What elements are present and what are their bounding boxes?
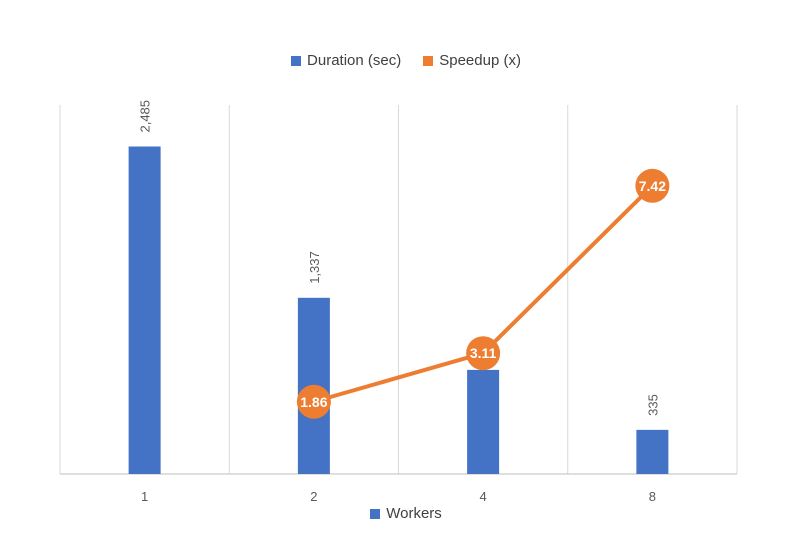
- x-axis-title: Workers: [0, 505, 812, 522]
- speedup-marker: [296, 384, 331, 419]
- duration-bar: [467, 369, 500, 474]
- chart-legend: Duration (sec) Speedup (x): [0, 52, 812, 69]
- legend-label-speedup: Speedup (x): [439, 52, 521, 69]
- legend-item-speedup: Speedup (x): [423, 52, 521, 69]
- speedup-marker: [466, 336, 501, 371]
- duration-bar: [636, 429, 669, 474]
- speedup-data-label: 3.11: [470, 345, 497, 361]
- duration-data-label: 335: [645, 394, 660, 416]
- legend-item-duration: Duration (sec): [291, 52, 401, 69]
- x-axis-title-text: Workers: [386, 505, 442, 522]
- duration-data-label: 2,485: [138, 100, 153, 133]
- speedup-marker: [635, 168, 670, 203]
- legend-swatch-speedup: [423, 55, 434, 66]
- speedup-data-label: 1.86: [300, 394, 327, 410]
- speedup-data-label: 7.42: [639, 178, 666, 194]
- duration-data-label: 1,337: [307, 251, 322, 284]
- x-tick-label: 2: [310, 489, 317, 504]
- x-tick-label: 8: [649, 489, 656, 504]
- legend-label-duration: Duration (sec): [307, 52, 402, 69]
- x-tick-label: 1: [141, 489, 148, 504]
- duration-bar: [128, 146, 161, 474]
- x-tick-label: 4: [480, 489, 487, 504]
- legend-swatch-duration: [291, 55, 302, 66]
- x-axis-title-swatch: [370, 508, 381, 519]
